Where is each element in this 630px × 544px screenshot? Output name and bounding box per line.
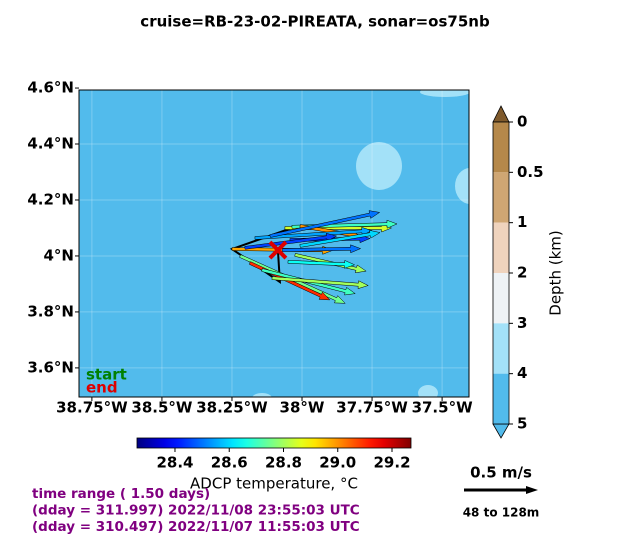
colorbar-tick-label: 29.0 [319,454,356,472]
velocity-arrow [269,210,381,238]
colorbar-tick-label: 1 [517,213,527,231]
start-label: start [86,366,127,384]
colorbar-band [493,273,509,324]
y-tick-label: 4.4°N [27,135,74,153]
colorbar-extension [492,105,510,123]
colorbar-tick-label: 29.2 [374,454,411,472]
x-tick-label: 37.75°W [336,399,408,417]
colorbar-tick-label: 28.8 [265,454,302,472]
velocity-arrow [299,229,381,248]
depth-label: Depth (km) [547,230,565,315]
scale-arrow [464,486,538,494]
end-label: end [86,379,118,397]
end-marker-stroke [268,240,288,260]
seamounts [252,90,469,397]
end-marker [268,240,288,260]
map-frame [78,89,470,398]
velocity-arrow [271,276,369,290]
x-tick-label: 38°W [280,399,325,417]
colorbar-tick-label: 28.6 [211,454,248,472]
colorbar-band [493,122,509,173]
colorbar-band [493,373,509,424]
colorbar-tick-label: 3 [517,314,527,332]
colorbar-tick-label: 0.5 [517,163,544,181]
colorbar-tick-label: 0 [517,113,527,131]
velocity-arrow [281,244,362,254]
y-tick-label: 4.6°N [27,79,74,97]
colorbar-tick-label: 4 [517,364,527,382]
colorbar-band [493,323,509,374]
footer-line: (dday = 311.997) 2022/11/08 23:55:03 UTC [32,503,360,519]
y-tick-label: 4°N [44,246,75,264]
colorbar-tick-label: 5 [517,415,527,433]
temperature-label: ADCP temperature, °C [190,475,358,493]
scale-label: 0.5 m/s [470,464,532,482]
velocity-arrow [287,260,356,269]
footer-line: time range ( 1.50 days) [32,486,210,502]
velocity-arrow [244,232,338,250]
x-tick-label: 38.25°W [196,399,268,417]
y-tick-label: 4.2°N [27,190,74,208]
x-tick-label: 38.75°W [56,399,128,417]
colorbar-band [493,222,509,273]
colorbar-tick-label: 28.4 [156,454,193,472]
colorbar-extension [492,423,510,439]
title: cruise=RB-23-02-PIREATA, sonar=os75nb [140,13,490,31]
footer-line: (dday = 310.497) 2022/11/07 11:55:03 UTC [32,519,360,535]
colorbar-band [493,172,509,223]
scale-depth: 48 to 128m [463,506,540,520]
y-tick-label: 3.8°N [27,302,74,320]
colorbar-tick-label: 2 [517,264,527,282]
y-tick-label: 3.6°N [27,358,74,376]
x-tick-label: 38.5°W [131,399,193,417]
x-tick-label: 37.5°W [412,399,474,417]
temperature-colorbar [136,437,412,449]
